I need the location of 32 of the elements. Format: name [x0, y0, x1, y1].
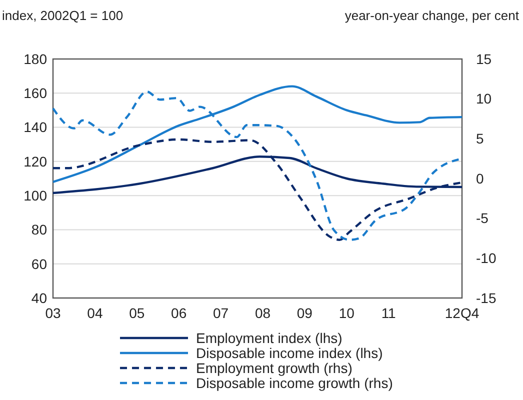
y2-tick-label: -10: [476, 250, 496, 266]
legend-label: Disposable income index (lhs): [196, 344, 383, 361]
x-tick-label: 10: [338, 305, 355, 321]
legend-label: Disposable income growth (rhs): [196, 374, 393, 391]
x-tick-label: 05: [129, 305, 145, 321]
y-tick-label: 80: [31, 222, 48, 238]
x-tick-label: 11: [381, 305, 396, 321]
y-tick-label: 160: [24, 85, 48, 102]
legend-label: Employment index (lhs): [196, 330, 342, 346]
y-tick-label: 120: [24, 153, 48, 170]
y-tick-label: 60: [31, 256, 48, 272]
y2-tick-label: 10: [476, 90, 492, 107]
y-tick-label: 140: [24, 119, 48, 136]
x-tick-label: 09: [296, 305, 313, 321]
y2-axis-title: year-on-year change, per cent: [344, 8, 520, 23]
x-tick-label: 12Q4: [444, 305, 480, 321]
line-series: [52, 138, 464, 241]
y-tick-label: 100: [24, 187, 48, 204]
y2-tick-label: 15: [476, 50, 492, 67]
y2-tick-label: -15: [476, 290, 496, 306]
x-tick-label: 03: [45, 305, 61, 321]
y-tick-label: 180: [24, 50, 48, 67]
y2-tick-label: 0: [476, 170, 484, 186]
y-tick-label: 40: [31, 290, 48, 306]
x-tick-label: 08: [254, 305, 271, 321]
y2-tick-label: -5: [476, 210, 489, 226]
x-tick-label: 07: [213, 305, 229, 321]
x-tick-label: 06: [171, 305, 187, 321]
x-tick-label: 04: [87, 305, 103, 321]
y2-tick-label: 5: [476, 130, 484, 147]
y-axis-title: index, 2002Q1 = 100: [2, 8, 124, 23]
legend-label: Employment growth (rhs): [196, 360, 352, 376]
